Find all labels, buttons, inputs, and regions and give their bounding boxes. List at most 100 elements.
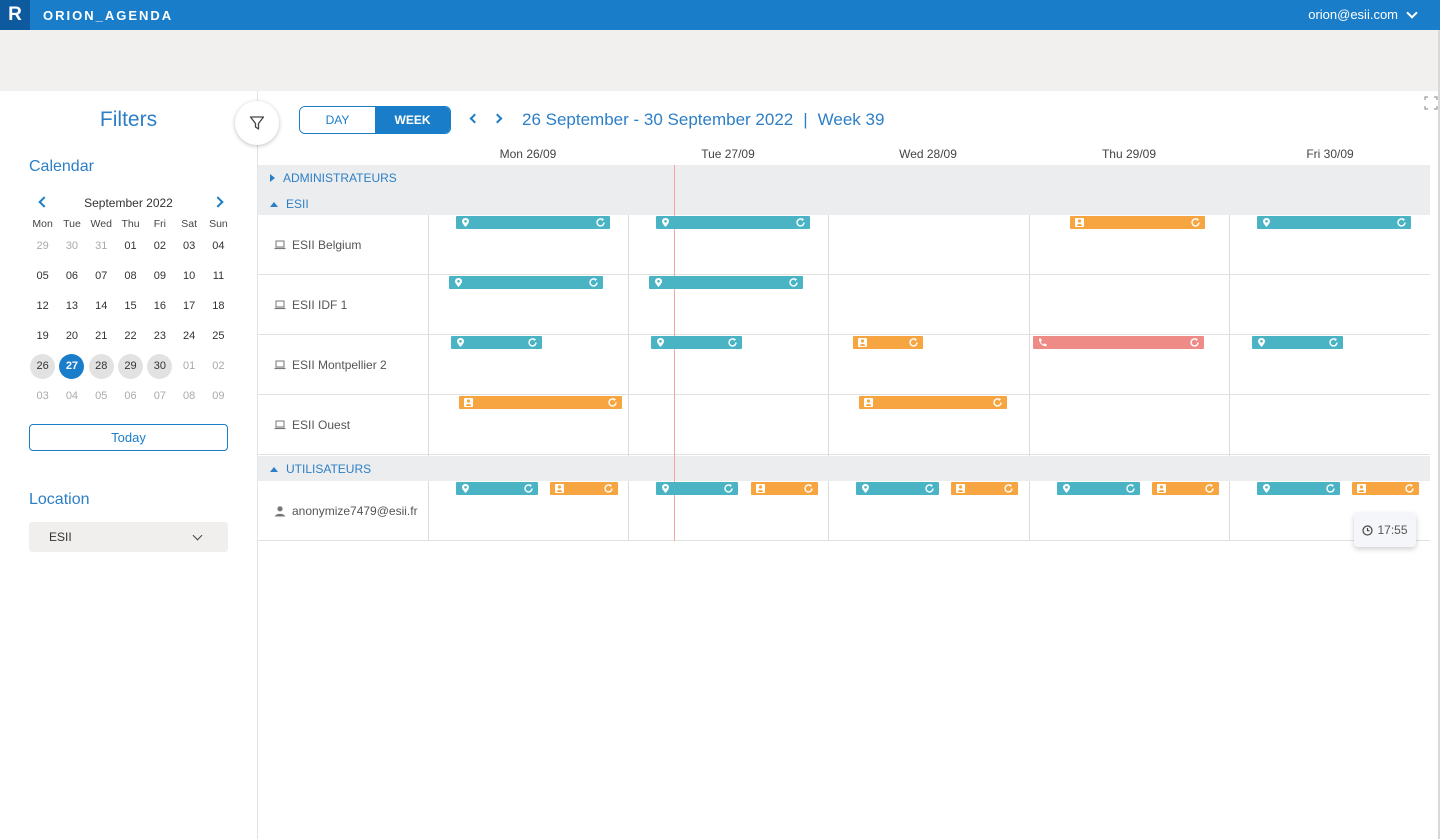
calendar-day[interactable]: 07	[87, 264, 116, 289]
resource-label-idf[interactable]: ESII IDF 1	[274, 298, 347, 312]
calendar-day[interactable]: 08	[116, 264, 145, 289]
calendar-day[interactable]: 09	[145, 264, 174, 289]
day-view-button[interactable]: DAY	[300, 107, 375, 133]
event-onsite[interactable]	[1257, 482, 1340, 495]
calendar-day-today[interactable]: 27	[57, 353, 86, 379]
calendar-day[interactable]: 21	[87, 324, 116, 349]
day-number: 13	[65, 299, 79, 312]
day-number: 09	[212, 389, 225, 402]
current-time: 17:55	[1377, 523, 1408, 537]
calendar-day[interactable]: 04	[57, 384, 86, 409]
resource-label-user[interactable]: anonymize7479@esii.fr	[274, 504, 418, 518]
day-header: Tue 27/09	[701, 147, 755, 161]
event-onsite[interactable]	[856, 482, 939, 495]
event-remote[interactable]	[1352, 482, 1419, 495]
laptop-icon	[274, 300, 286, 310]
calendar-day[interactable]: 02	[204, 354, 233, 379]
event-onsite[interactable]	[649, 276, 803, 289]
prev-week-icon[interactable]	[469, 113, 480, 124]
calendar-day[interactable]: 02	[145, 234, 174, 259]
group-toggle-admins[interactable]: ADMINISTRATEURS	[270, 171, 397, 185]
event-onsite[interactable]	[456, 482, 538, 495]
next-week-icon[interactable]	[492, 113, 503, 124]
filter-toggle-button[interactable]	[235, 101, 279, 145]
calendar-day[interactable]: 13	[57, 294, 86, 319]
calendar-day[interactable]: 19	[28, 324, 57, 349]
event-remote[interactable]	[1070, 216, 1205, 229]
calendar-day[interactable]: 11	[204, 264, 233, 289]
home-user-icon	[956, 484, 965, 493]
calendar-day[interactable]: 09	[204, 384, 233, 409]
column-divider	[428, 481, 429, 541]
group-band-admins	[258, 165, 1430, 190]
calendar-day[interactable]: 15	[116, 294, 145, 319]
calendar-day[interactable]: 05	[28, 264, 57, 289]
calendar-day[interactable]: 07	[145, 384, 174, 409]
calendar-day[interactable]: 14	[87, 294, 116, 319]
header-band	[0, 30, 1440, 91]
today-button[interactable]: Today	[29, 424, 228, 451]
event-remote[interactable]	[859, 396, 1007, 409]
calendar-day[interactable]: 26	[28, 353, 57, 379]
calendar-day[interactable]: 17	[174, 294, 203, 319]
calendar-day[interactable]: 08	[174, 384, 203, 409]
event-remote[interactable]	[853, 336, 923, 349]
home-user-icon	[1357, 484, 1366, 493]
calendar-day[interactable]: 03	[28, 384, 57, 409]
calendar-day[interactable]: 30	[145, 353, 174, 379]
calendar-day[interactable]: 01	[174, 354, 203, 379]
day-number: 19	[36, 329, 49, 342]
calendar-day[interactable]: 23	[145, 324, 174, 349]
event-remote[interactable]	[1152, 482, 1219, 495]
calendar-day[interactable]: 04	[204, 234, 233, 259]
calendar-day[interactable]: 31	[87, 234, 116, 259]
calendar-day[interactable]: 30	[57, 234, 86, 259]
event-onsite[interactable]	[651, 336, 742, 349]
fullscreen-icon[interactable]	[1424, 96, 1438, 110]
calendar-day[interactable]: 12	[28, 294, 57, 319]
group-toggle-users[interactable]: UTILISATEURS	[270, 462, 371, 476]
calendar-day[interactable]: 16	[145, 294, 174, 319]
calendar-day[interactable]: 01	[116, 234, 145, 259]
app-logo[interactable]: R	[0, 0, 30, 30]
week-view-button[interactable]: WEEK	[375, 107, 450, 133]
event-remote[interactable]	[459, 396, 622, 409]
event-onsite[interactable]	[656, 482, 738, 495]
day-number: 08	[124, 269, 137, 282]
calendar-day[interactable]: 18	[204, 294, 233, 319]
day-number: 07	[95, 269, 108, 282]
calendar-day[interactable]: 10	[174, 264, 203, 289]
location-select[interactable]: ESII	[29, 522, 228, 552]
day-number: 01	[124, 239, 137, 252]
user-menu[interactable]: orion@esii.com	[1308, 6, 1418, 22]
event-onsite[interactable]	[656, 216, 810, 229]
event-remote[interactable]	[951, 482, 1018, 495]
location-pin-icon	[1263, 484, 1270, 493]
calendar-day[interactable]: 20	[57, 324, 86, 349]
event-onsite[interactable]	[1252, 336, 1343, 349]
event-onsite[interactable]	[1057, 482, 1140, 495]
calendar-day[interactable]: 29	[116, 353, 145, 379]
resource-label-montpellier[interactable]: ESII Montpellier 2	[274, 358, 387, 372]
calendar-day[interactable]: 05	[87, 384, 116, 409]
calendar-day[interactable]: 25	[204, 324, 233, 349]
calendar-day[interactable]: 29	[28, 234, 57, 259]
calendar-day[interactable]: 24	[174, 324, 203, 349]
resource-label-belgium[interactable]: ESII Belgium	[274, 238, 361, 252]
resource-label-ouest[interactable]: ESII Ouest	[274, 418, 350, 432]
event-onsite[interactable]	[449, 276, 603, 289]
group-toggle-esii[interactable]: ESII	[270, 197, 309, 211]
calendar-day[interactable]: 03	[174, 234, 203, 259]
calendar-day[interactable]: 06	[116, 384, 145, 409]
calendar-day[interactable]: 06	[57, 264, 86, 289]
calendar-day[interactable]: 28	[87, 353, 116, 379]
event-onsite[interactable]	[451, 336, 542, 349]
event-remote[interactable]	[751, 482, 818, 495]
event-call[interactable]	[1033, 336, 1204, 349]
home-user-icon	[464, 398, 473, 407]
calendar-day[interactable]: 22	[116, 324, 145, 349]
current-time-chip: 17:55	[1354, 513, 1416, 547]
event-onsite[interactable]	[456, 216, 610, 229]
event-onsite[interactable]	[1257, 216, 1411, 229]
event-remote[interactable]	[550, 482, 618, 495]
